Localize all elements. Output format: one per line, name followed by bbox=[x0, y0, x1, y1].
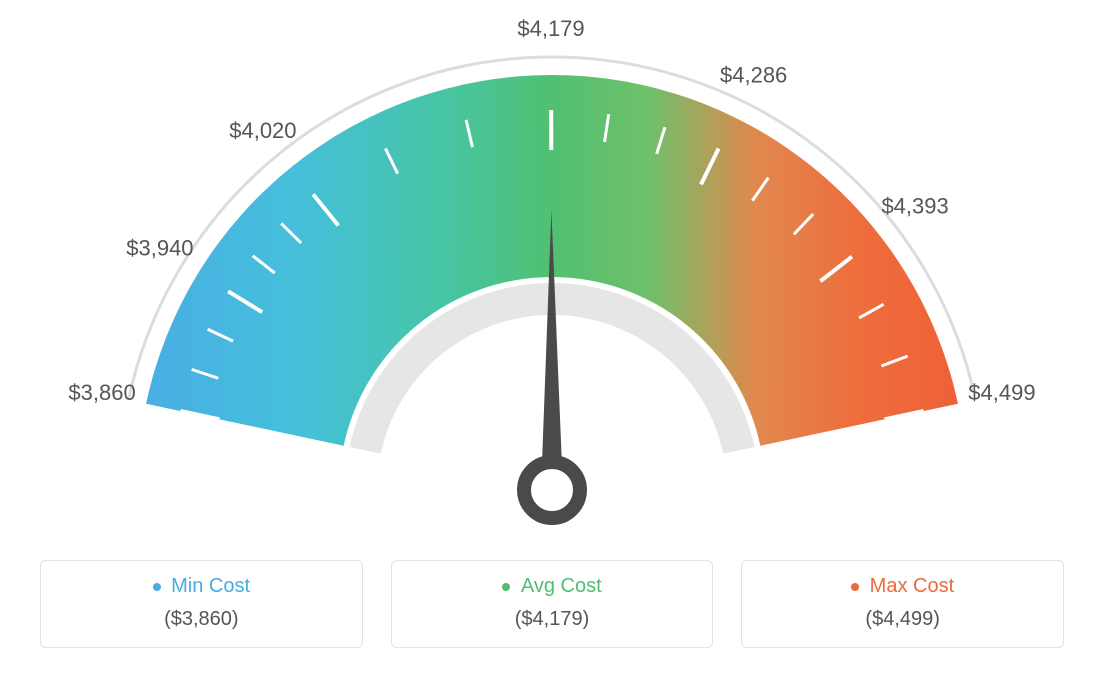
max-cost-value: ($4,499) bbox=[752, 608, 1053, 631]
max-cost-label: Max Cost bbox=[870, 575, 954, 597]
gauge-tick-label: $3,860 bbox=[68, 380, 135, 405]
min-cost-value: ($3,860) bbox=[51, 608, 352, 631]
gauge-tick-label: $3,940 bbox=[126, 235, 193, 260]
avg-cost-value: ($4,179) bbox=[402, 608, 703, 631]
card-min-cost: Min Cost ($3,860) bbox=[40, 560, 363, 648]
gauge-tick-label: $4,286 bbox=[720, 62, 787, 87]
gauge-tick-label: $4,179 bbox=[517, 16, 584, 41]
card-max-header: Max Cost bbox=[752, 575, 1053, 598]
dot-min-icon bbox=[153, 583, 161, 591]
dot-max-icon bbox=[851, 583, 859, 591]
gauge-tick-label: $4,499 bbox=[968, 380, 1035, 405]
legend-row: Min Cost ($3,860) Avg Cost ($4,179) Max … bbox=[0, 560, 1104, 648]
min-cost-label: Min Cost bbox=[171, 575, 250, 597]
card-avg-header: Avg Cost bbox=[402, 575, 703, 598]
dot-avg-icon bbox=[502, 583, 510, 591]
gauge-tick-label: $4,020 bbox=[229, 118, 296, 143]
gauge-tick-label: $4,393 bbox=[881, 193, 948, 218]
card-min-header: Min Cost bbox=[51, 575, 352, 598]
gauge-chart-container: $3,860 $3,940 $4,020 $4,179 $4,286 $4,393 $4,4… bbox=[0, 0, 1104, 690]
gauge-hub-icon bbox=[524, 462, 580, 518]
gauge-svg: $3,860 $3,940 $4,020 $4,179 $4,286 $4,393 $4,4… bbox=[0, 0, 1104, 560]
card-avg-cost: Avg Cost ($4,179) bbox=[391, 560, 714, 648]
avg-cost-label: Avg Cost bbox=[521, 575, 602, 597]
gauge-area: $3,860 $3,940 $4,020 $4,179 $4,286 $4,393 $4,4… bbox=[0, 0, 1104, 560]
card-max-cost: Max Cost ($4,499) bbox=[741, 560, 1064, 648]
